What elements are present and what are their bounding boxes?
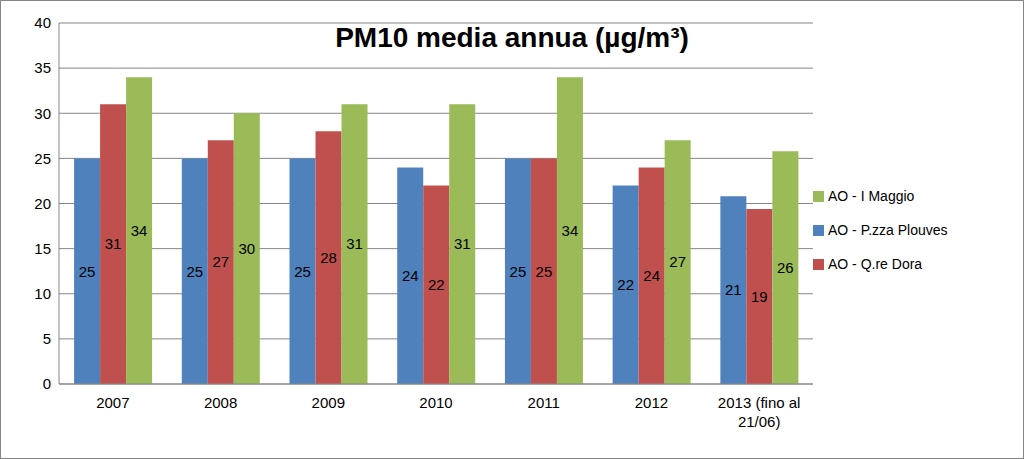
svg-text:27: 27: [212, 253, 229, 270]
svg-text:25: 25: [186, 263, 203, 280]
svg-text:15: 15: [34, 240, 51, 257]
svg-text:35: 35: [34, 59, 51, 76]
svg-text:2013 (fino al: 2013 (fino al: [718, 394, 801, 411]
svg-text:30: 30: [34, 105, 51, 122]
svg-text:24: 24: [402, 267, 419, 284]
svg-text:0: 0: [43, 375, 51, 392]
svg-text:25: 25: [34, 150, 51, 167]
svg-text:25: 25: [79, 263, 96, 280]
svg-text:24: 24: [643, 267, 660, 284]
svg-text:28: 28: [320, 249, 337, 266]
html-text:AO - I Maggio: AO - I Maggio: [828, 187, 915, 204]
html-text:AO - P.zza Plouves: AO - P.zza Plouves: [828, 221, 948, 238]
svg-text:31: 31: [105, 235, 122, 252]
svg-text:34: 34: [562, 222, 579, 239]
svg-text:34: 34: [131, 222, 148, 239]
svg-text:25: 25: [510, 263, 527, 280]
svg-text:2009: 2009: [312, 394, 345, 411]
svg-text:20: 20: [34, 195, 51, 212]
svg-text:2008: 2008: [204, 394, 237, 411]
svg-text:22: 22: [428, 276, 445, 293]
svg-text:25: 25: [294, 263, 311, 280]
html-text:AO - Q.re Dora: AO - Q.re Dora: [828, 255, 923, 272]
svg-text:19: 19: [751, 288, 768, 305]
svg-text:31: 31: [454, 235, 471, 252]
html-text:PM10 media annua (µg/m³): PM10 media annua (µg/m³): [335, 22, 689, 53]
svg-text:10: 10: [34, 285, 51, 302]
svg-text:2012: 2012: [635, 394, 668, 411]
svg-text:25: 25: [536, 263, 553, 280]
svg-text:27: 27: [669, 253, 686, 270]
svg-text:40: 40: [34, 14, 51, 31]
svg-text:21/06): 21/06): [738, 413, 781, 430]
svg-text:31: 31: [346, 235, 363, 252]
svg-text:2007: 2007: [96, 394, 129, 411]
svg-text:21: 21: [725, 281, 742, 298]
svg-text:30: 30: [238, 240, 255, 257]
svg-text:2011: 2011: [528, 394, 560, 411]
svg-text:22: 22: [617, 276, 634, 293]
svg-text:26: 26: [777, 259, 794, 276]
svg-text:5: 5: [43, 330, 51, 347]
svg-text:2010: 2010: [419, 394, 452, 411]
